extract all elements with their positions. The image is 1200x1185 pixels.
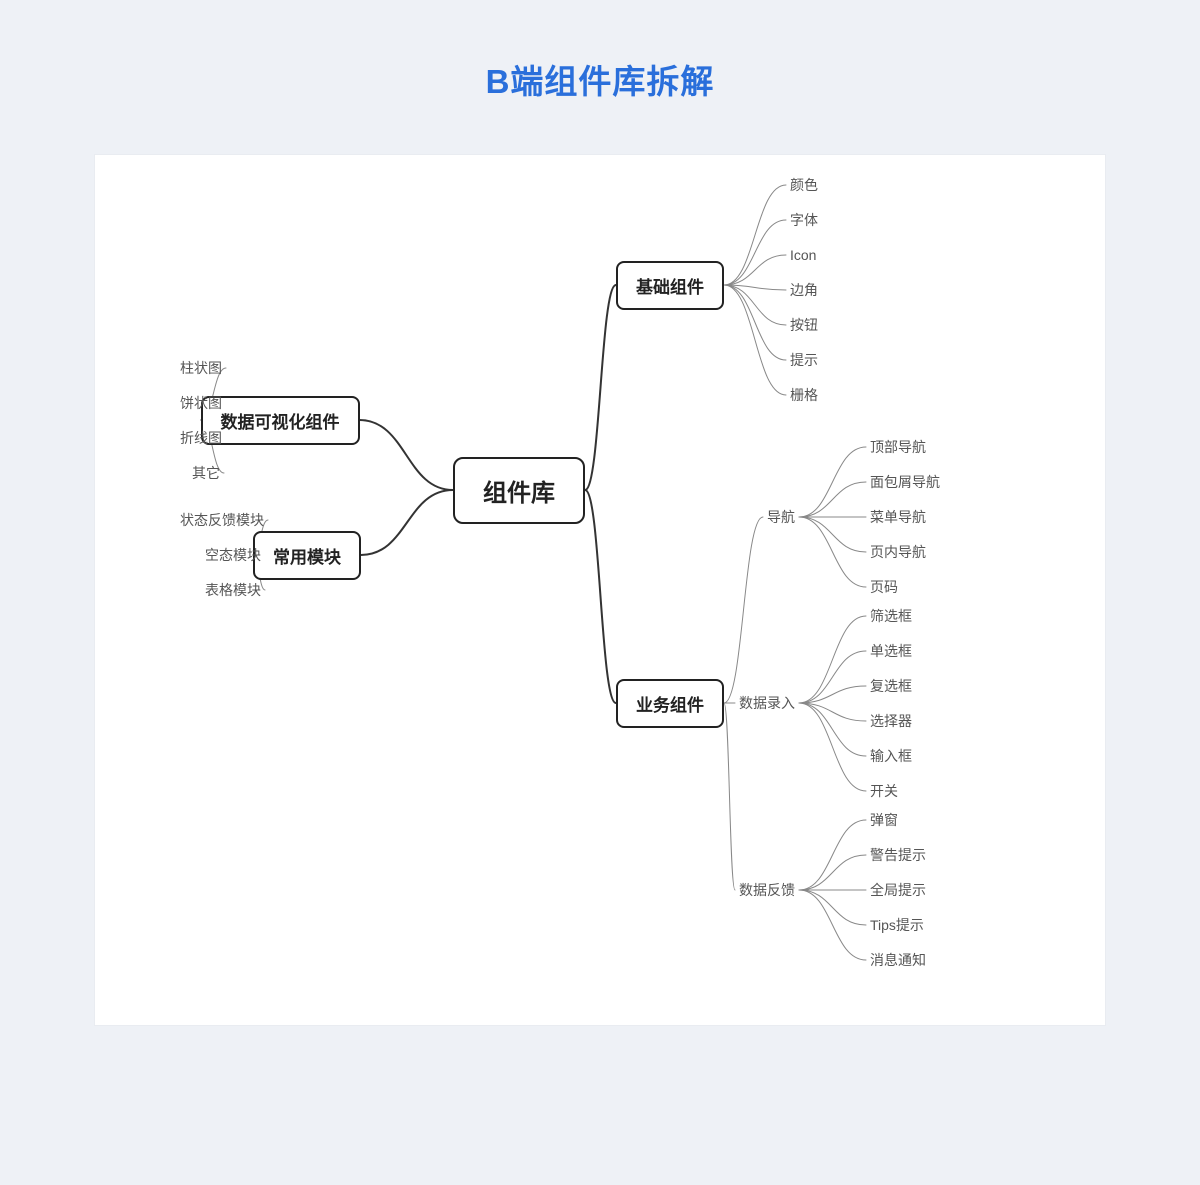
leaf-biz-0-0: 顶部导航 (870, 437, 926, 457)
page: B端组件库拆解 组件库 基础组件业务组件 数据可视化组件常用模块 颜色字体 Icon 边角… (0, 0, 1200, 1185)
leaf-biz-1-1: 单选框 (870, 641, 912, 661)
leaf-basic-6: 栅格 (790, 385, 818, 405)
leaf-biz-1-4: 输入框 (870, 746, 912, 766)
leaf-biz-0-1: 面包屑导航 (870, 472, 940, 492)
mindmap-canvas: 组件库 基础组件业务组件 数据可视化组件常用模块 颜色字体 Icon 边角按钮提示栅格导航… (95, 155, 1105, 1025)
leaf-biz-0-4: 页码 (870, 577, 898, 597)
leaf-basic-4: 按钮 (790, 315, 818, 335)
root-node: 组件库 (453, 457, 585, 524)
leaf-biz-1-0: 筛选框 (870, 606, 912, 626)
leaf-biz-0-2: 菜单导航 (870, 507, 926, 527)
branch-node-modules: 常用模块 (253, 531, 361, 580)
page-title: B端组件库拆解 (0, 55, 1200, 103)
leaf-biz-1-3: 选择器 (870, 711, 912, 731)
leaf-dataviz-0: 柱状图 (180, 358, 222, 378)
leaf-dataviz-2: 折线图 (180, 428, 222, 448)
leaf-biz-2-1: 警告提示 (870, 845, 926, 865)
leaf-dataviz-3: 其它 (192, 463, 220, 483)
leaf-modules-2: 表格模块 (205, 580, 261, 600)
leaf-biz-1-2: 复选框 (870, 676, 912, 696)
leaf-basic-2: Icon (790, 247, 816, 263)
branch-node-dataviz: 数据可视化组件 (201, 396, 360, 445)
leaf-biz-1-5: 开关 (870, 781, 898, 801)
leaf-basic-5: 提示 (790, 350, 818, 370)
leaf-biz-2-4: 消息通知 (870, 950, 926, 970)
leaf-dataviz-1: 饼状图 (180, 393, 222, 413)
leaf-basic-1: 字体 (790, 210, 818, 230)
leaf-basic-3: 边角 (790, 280, 818, 300)
leaf-biz-2-2: 全局提示 (870, 880, 926, 900)
leaf-biz-2-0: 弹窗 (870, 810, 898, 830)
branch-node-biz: 业务组件 (616, 679, 724, 728)
leaf-modules-0: 状态反馈模块 (180, 510, 264, 530)
leaf-biz-2-3: Tips提示 (870, 915, 924, 935)
leaf-modules-1: 空态模块 (205, 545, 261, 565)
subgroup-0: 导航 (767, 507, 795, 527)
branch-node-basic: 基础组件 (616, 261, 724, 310)
leaf-basic-0: 颜色 (790, 175, 818, 195)
subgroup-2: 数据反馈 (739, 880, 795, 900)
subgroup-1: 数据录入 (739, 693, 795, 713)
leaf-biz-0-3: 页内导航 (870, 542, 926, 562)
